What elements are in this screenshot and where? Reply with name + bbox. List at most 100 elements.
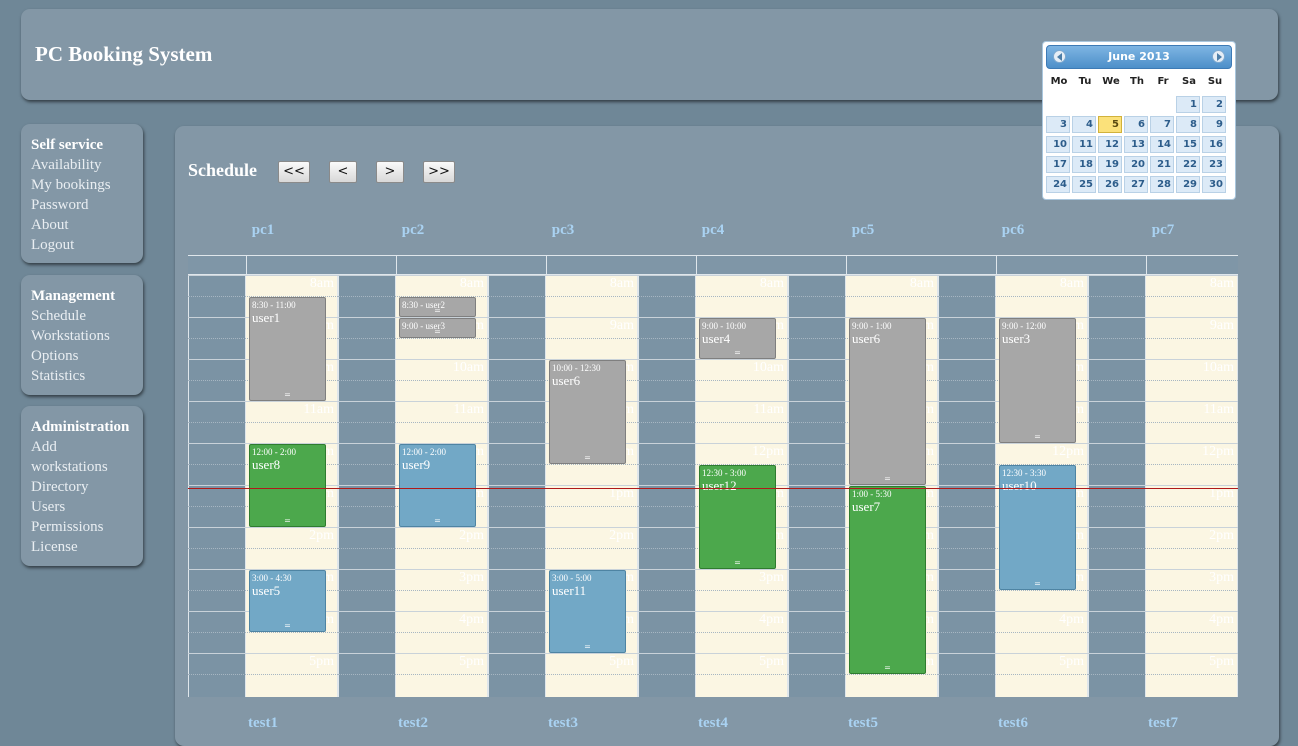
- calendar-day[interactable]: 5: [1098, 116, 1122, 133]
- booking-block[interactable]: 9:00 - 12:00 user3 =: [999, 318, 1076, 443]
- menu-item-about[interactable]: About: [31, 217, 69, 233]
- menu-item-permissions[interactable]: Permissions: [31, 519, 104, 535]
- calendar-day[interactable]: 29: [1176, 176, 1200, 193]
- resize-grip-icon[interactable]: =: [884, 663, 891, 672]
- calendar-day[interactable]: 16: [1202, 136, 1226, 153]
- pc-column-footer[interactable]: test3: [548, 715, 578, 731]
- menu-item-add-workstations[interactable]: Add: [31, 439, 57, 455]
- resize-grip-icon[interactable]: =: [1034, 579, 1041, 588]
- booking-block[interactable]: 9:00 - user3 =: [399, 318, 476, 338]
- booking-block[interactable]: 12:00 - 2:00 user8 =: [249, 444, 326, 527]
- menu-title: Administration: [31, 419, 130, 435]
- pc-column-header[interactable]: pc2: [401, 222, 425, 238]
- resize-grip-icon[interactable]: =: [284, 390, 291, 399]
- booking-block[interactable]: 9:00 - 10:00 user4 =: [699, 318, 776, 359]
- resize-grip-icon[interactable]: =: [734, 348, 741, 357]
- calendar-day[interactable]: 18: [1072, 156, 1096, 173]
- pc-column-footer[interactable]: test5: [848, 715, 878, 731]
- last-page-button[interactable]: >>: [423, 161, 455, 183]
- menu-item-options[interactable]: Options: [31, 348, 79, 364]
- booking-block[interactable]: 10:00 - 12:30 user6 =: [549, 360, 626, 464]
- booking-block[interactable]: 1:00 - 5:30 user7 =: [849, 486, 926, 674]
- calendar-day[interactable]: 1: [1176, 96, 1200, 113]
- pc-column-header[interactable]: pc3: [551, 222, 575, 238]
- calendar-day[interactable]: 4: [1072, 116, 1096, 133]
- calendar-day[interactable]: 10: [1046, 136, 1070, 153]
- menu-item-my-bookings[interactable]: My bookings: [31, 177, 111, 193]
- booking-block[interactable]: 9:00 - 1:00 user6 =: [849, 318, 926, 485]
- pc-column-footer[interactable]: test6: [998, 715, 1028, 731]
- resize-grip-icon[interactable]: =: [734, 558, 741, 567]
- booking-block[interactable]: 8:30 - 11:00 user1 =: [249, 297, 326, 401]
- menu-item-password[interactable]: Password: [31, 197, 89, 213]
- booking-block[interactable]: 3:00 - 5:00 user11 =: [549, 570, 626, 653]
- pc-column-header[interactable]: pc1: [251, 222, 275, 238]
- calendar-day[interactable]: 30: [1202, 176, 1226, 193]
- half-hour-gridline: [638, 464, 788, 465]
- pc-column-footer[interactable]: test1: [248, 715, 278, 731]
- booking-block[interactable]: 8:30 - user2 =: [399, 297, 476, 317]
- pc-column-header[interactable]: pc7: [1151, 222, 1175, 238]
- resize-grip-icon[interactable]: =: [584, 642, 591, 651]
- calendar-day[interactable]: 6: [1124, 116, 1148, 133]
- half-hour-gridline: [338, 548, 488, 549]
- menu-item-availability[interactable]: Availability: [31, 157, 102, 173]
- half-hour-gridline: [938, 632, 1088, 633]
- resize-grip-icon[interactable]: =: [434, 516, 441, 525]
- menu-item-logout[interactable]: Logout: [31, 237, 75, 253]
- calendar-day[interactable]: 26: [1098, 176, 1122, 193]
- calendar-day[interactable]: 2: [1202, 96, 1226, 113]
- booking-block[interactable]: 12:30 - 3:00 user12 =: [699, 465, 776, 569]
- pc-column-header[interactable]: pc6: [1001, 222, 1025, 238]
- hour-gridline: [1088, 359, 1238, 360]
- pc-column-footer[interactable]: test2: [398, 715, 428, 731]
- calendar-day[interactable]: 17: [1046, 156, 1070, 173]
- pc-column-footer[interactable]: test7: [1148, 715, 1178, 731]
- menu-item-directory[interactable]: Directory: [31, 479, 89, 495]
- calendar-day[interactable]: 24: [1046, 176, 1070, 193]
- calendar-day[interactable]: 23: [1202, 156, 1226, 173]
- first-page-button[interactable]: <<: [278, 161, 310, 183]
- resize-grip-icon[interactable]: =: [1034, 432, 1041, 441]
- booking-block[interactable]: 12:00 - 2:00 user9 =: [399, 444, 476, 527]
- calendar-day[interactable]: 14: [1150, 136, 1174, 153]
- menu-item-statistics[interactable]: Statistics: [31, 368, 86, 384]
- booking-block[interactable]: 12:30 - 3:30 user10 =: [999, 465, 1076, 590]
- pc-column-footer[interactable]: test4: [698, 715, 728, 731]
- resize-grip-icon[interactable]: =: [584, 453, 591, 462]
- pc-column-header[interactable]: pc4: [701, 222, 725, 238]
- menu-item-add-workstations-cont[interactable]: workstations: [31, 459, 108, 475]
- prev-page-button[interactable]: <: [329, 161, 357, 183]
- calendar-day[interactable]: 13: [1124, 136, 1148, 153]
- calendar-day[interactable]: 15: [1176, 136, 1200, 153]
- resize-grip-icon[interactable]: =: [884, 474, 891, 483]
- calendar-day[interactable]: 22: [1176, 156, 1200, 173]
- calendar-day[interactable]: 3: [1046, 116, 1070, 133]
- resize-grip-icon[interactable]: =: [284, 621, 291, 630]
- resize-grip-icon[interactable]: =: [434, 327, 441, 336]
- calendar-day[interactable]: 9: [1202, 116, 1226, 133]
- calendar-day[interactable]: 11: [1072, 136, 1096, 153]
- calendar-day[interactable]: 25: [1072, 176, 1096, 193]
- menu-item-license[interactable]: License: [31, 539, 78, 555]
- calendar-day[interactable]: 12: [1098, 136, 1122, 153]
- menu-item-users[interactable]: Users: [31, 499, 66, 515]
- resize-grip-icon[interactable]: =: [284, 516, 291, 525]
- booking-block[interactable]: 3:00 - 4:30 user5 =: [249, 570, 326, 632]
- menu-item-schedule[interactable]: Schedule: [31, 308, 86, 324]
- calendar-day[interactable]: 7: [1150, 116, 1174, 133]
- slot-column[interactable]: [1146, 255, 1238, 697]
- calendar-day[interactable]: 28: [1150, 176, 1174, 193]
- booking-time: 9:00 - 10:00: [702, 321, 746, 331]
- pc-column-header[interactable]: pc5: [851, 222, 875, 238]
- calendar-day[interactable]: 21: [1150, 156, 1174, 173]
- calendar-day[interactable]: 8: [1176, 116, 1200, 133]
- next-month-icon[interactable]: [1212, 50, 1225, 63]
- calendar-day[interactable]: 19: [1098, 156, 1122, 173]
- resize-grip-icon[interactable]: =: [434, 306, 441, 315]
- next-page-button[interactable]: >: [376, 161, 404, 183]
- calendar-day[interactable]: 27: [1124, 176, 1148, 193]
- prev-month-icon[interactable]: [1053, 50, 1066, 63]
- menu-item-workstations[interactable]: Workstations: [31, 328, 110, 344]
- calendar-day[interactable]: 20: [1124, 156, 1148, 173]
